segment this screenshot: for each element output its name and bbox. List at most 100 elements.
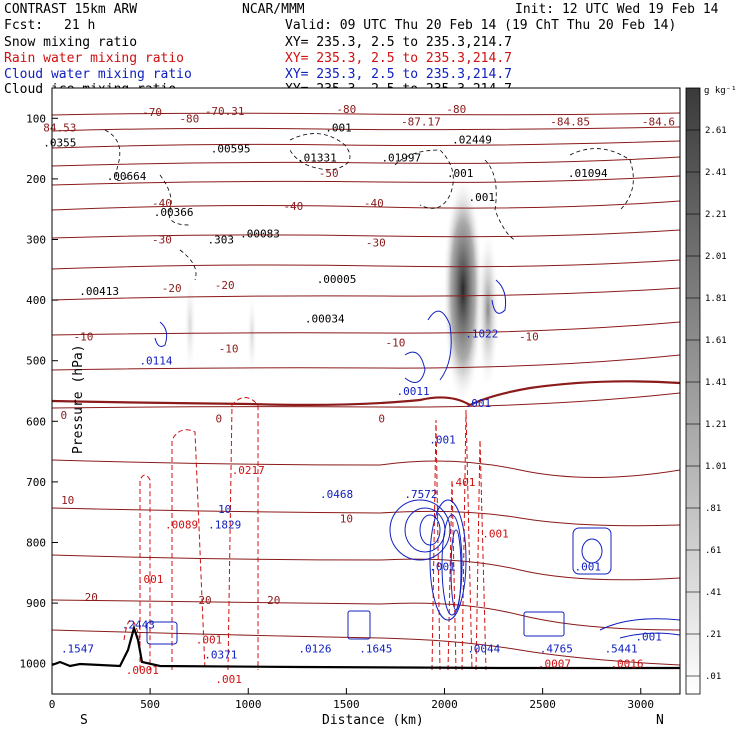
legend-label-rain: Rain water mixing ratio: [4, 51, 184, 66]
temperature-contour-label: -10: [519, 330, 539, 343]
x-tick-label: 2500: [529, 698, 556, 711]
y-tick-label: 100: [26, 112, 46, 125]
maxima-labels: .0355 84.53 -70.31 -87.17 -84.85 -84.6 .00664.…: [43, 105, 675, 686]
plot-frame: [51, 87, 681, 695]
maximum-label: .001: [465, 397, 492, 410]
y-tick-label: 300: [26, 234, 46, 247]
maximum-label: .1547: [61, 643, 94, 656]
temperature-contour-label: -80: [336, 103, 356, 116]
snow-plume-main: [443, 175, 483, 405]
x-tick-label: 1500: [333, 698, 360, 711]
maximum-label: .0011: [397, 385, 430, 398]
maximum-label: .00664: [107, 170, 147, 183]
maximum-label: .001: [469, 191, 496, 204]
colorbar-level-label: 2.01: [705, 252, 727, 262]
maximum-label: .00005: [317, 273, 357, 286]
maximum-label: .001: [325, 121, 352, 134]
maximum-label: .001: [635, 630, 662, 643]
init-label: Init: 12 UTC Wed 19 Feb 14: [515, 2, 719, 17]
temperature-contour-label: -40: [283, 200, 303, 213]
maximum-label: .1022: [465, 327, 498, 340]
colorbar-level-label: .21: [705, 630, 721, 640]
temperature-contour-label: -20: [162, 282, 182, 295]
temperature-contour-label: -50: [319, 167, 339, 180]
colorbar-level-label: .01: [705, 672, 721, 682]
field-layer: [52, 112, 680, 671]
south-label: S: [80, 713, 88, 728]
x-axis: 0 500 1000 1500 2000 2500 3000: [49, 688, 654, 711]
temperature-contour-label: -10: [73, 330, 93, 343]
maximum-label: .0007: [538, 658, 571, 671]
temperature-contour-label: -30: [152, 234, 172, 247]
legend-xy-snow: XY= 235.3, 2.5 to 235.3,214.7: [285, 35, 512, 50]
x-axis-label: Distance (km): [322, 713, 424, 728]
y-axis: 100 200 300 400 500 600 700 800 900 1000: [20, 112, 58, 671]
maximum-label: .001: [429, 561, 456, 574]
colorbar-level-label: 1.21: [705, 420, 727, 430]
colorbar-level-label: 1.01: [705, 462, 727, 472]
y-axis-label: Pressure (hPa): [71, 344, 86, 454]
x-tick-label: 2000: [431, 698, 458, 711]
maximum-label: .001: [137, 573, 164, 586]
maximum-label: .0355: [43, 137, 76, 150]
snow-plume-west: [184, 270, 196, 380]
x-tick-label: 3000: [628, 698, 655, 711]
maximum-label: .00083: [240, 227, 280, 240]
maximum-label: .0089: [165, 518, 198, 531]
maximum-label: .1645: [359, 643, 392, 656]
snow-plume-west-2: [247, 290, 257, 380]
colorbar-level-label: .81: [705, 504, 721, 514]
maximum-label: .0044: [467, 643, 500, 656]
colorbar-labels: .01 .21 .41 .61 .81 1.01 1.21 1.41 1.61 1.81 2.01 2…: [686, 126, 727, 682]
temperature-contour-label: -80: [179, 112, 199, 125]
y-tick-label: 200: [26, 173, 46, 186]
legend-xy-rain: XY= 235.3, 2.5 to 235.3,214.7: [285, 51, 512, 66]
maximum-label: .001: [447, 167, 474, 180]
north-label: N: [656, 713, 664, 728]
y-tick-label: 700: [26, 476, 46, 489]
temperature-contours: [52, 112, 680, 666]
temperature-contour-label: -10: [386, 337, 406, 350]
colorbar-level-label: .61: [705, 546, 721, 556]
temperature-contour-label: 10: [340, 512, 353, 525]
colorbar-level-label: 2.61: [705, 126, 727, 136]
maximum-label: .2443: [122, 618, 155, 631]
maximum-label: .001: [196, 633, 223, 646]
temperature-contour-label: 0: [378, 412, 385, 425]
maximum-label: -70.31: [205, 105, 245, 118]
maximum-label: -84.85: [550, 115, 590, 128]
org-label: NCAR/MMM: [242, 2, 305, 17]
colorbar-level-label: 2.41: [705, 168, 727, 178]
y-tick-label: 1000: [20, 658, 47, 671]
temperature-contour-label: 0: [60, 409, 67, 422]
cloud-water-contours: [146, 279, 680, 645]
colorbar-level-label: .41: [705, 588, 721, 598]
legend-xy-cloudwater: XY= 235.3, 2.5 to 235.3,214.7: [285, 67, 512, 82]
maximum-label: .401: [449, 476, 476, 489]
temperature-contour-label: 10: [61, 494, 74, 507]
temperature-contour-label: -20: [215, 279, 235, 292]
rain-water-contours: [123, 397, 487, 671]
colorbar-level-label: 1.41: [705, 378, 727, 388]
maximum-label: .00034: [305, 312, 345, 325]
maximum-label: .0114: [139, 355, 172, 368]
fcst-label: Fcst:: [4, 18, 43, 33]
temperature-contour-label: 20: [198, 594, 211, 607]
snow-plume-secondary: [477, 225, 499, 395]
valid-label: Valid: 09 UTC Thu 20 Feb 14 (19 ChT Thu …: [285, 18, 676, 33]
y-tick-label: 400: [26, 294, 46, 307]
maximum-label: .0371: [204, 649, 237, 662]
freezing-level-contour: [52, 380, 680, 407]
legend-label-snow: Snow mixing ratio: [4, 35, 137, 50]
temperature-contour-label: 20: [267, 594, 280, 607]
maximum-label: .303: [208, 234, 235, 247]
temperature-contour-label: -70: [142, 106, 162, 119]
maximum-label: 84.53: [43, 121, 76, 134]
temperature-contour-label: -80: [446, 103, 466, 116]
temperature-contour-label: -30: [366, 237, 386, 250]
y-tick-label: 800: [26, 537, 46, 550]
colorbar-level-label: 1.61: [705, 336, 727, 346]
maximum-label: .5441: [605, 643, 638, 656]
x-tick-label: 0: [49, 698, 56, 711]
